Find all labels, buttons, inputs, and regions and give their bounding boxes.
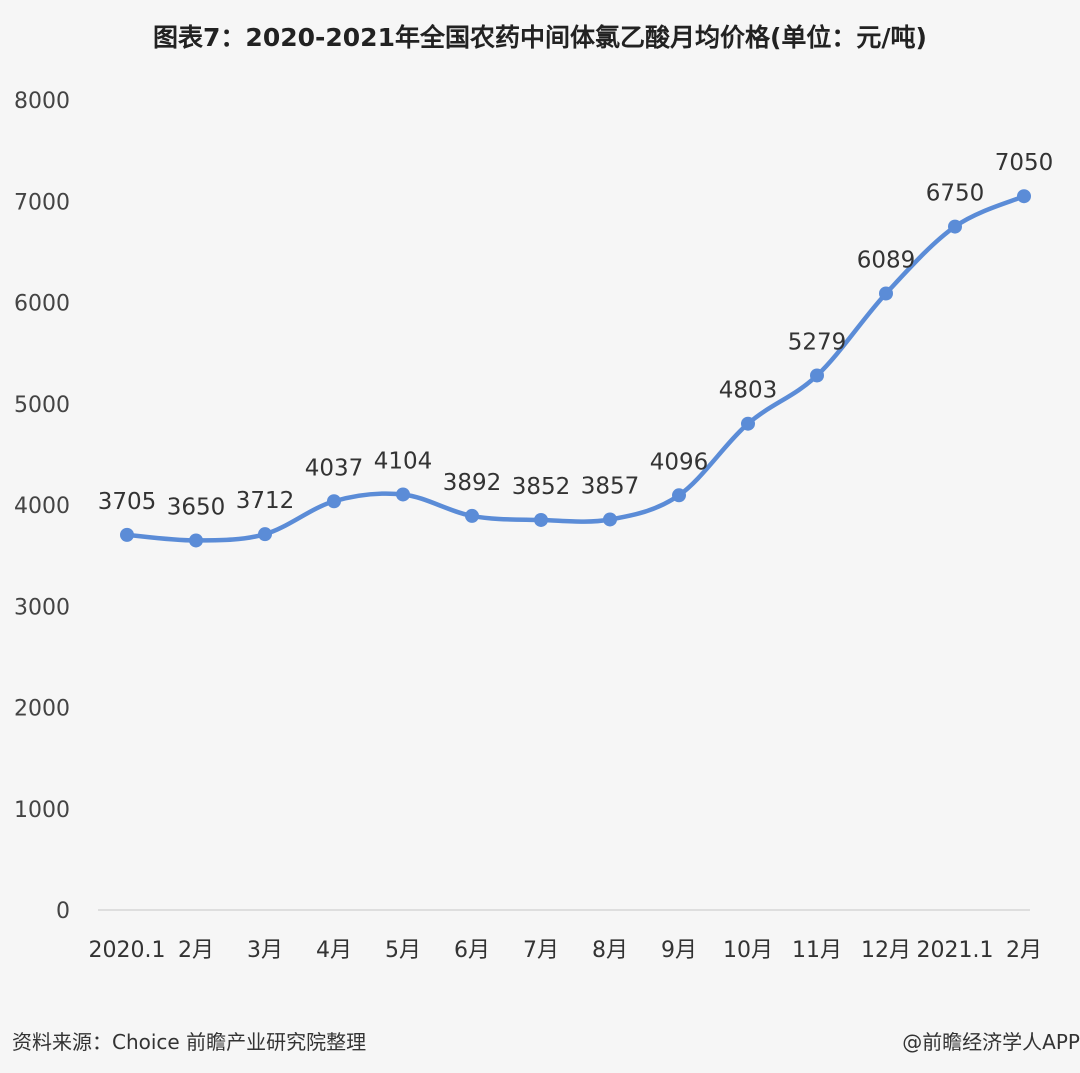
data-point: [258, 527, 272, 542]
data-point: [879, 286, 893, 301]
credit-note: @前瞻经济学人APP: [902, 1030, 1080, 1054]
x-tick-label: 3月: [247, 938, 283, 963]
source-note: 资料来源：Choice 前瞻产业研究院整理: [12, 1030, 367, 1054]
y-tick-label: 3000: [14, 595, 70, 620]
chart-title: 图表7：2020-2021年全国农药中间体氯乙酸月均价格(单位：元/吨): [153, 23, 927, 52]
x-tick-label: 12月: [861, 938, 911, 963]
data-point: [672, 488, 686, 503]
data-point: [465, 508, 479, 523]
y-tick-label: 1000: [14, 798, 70, 823]
x-tick-label: 10月: [723, 938, 773, 963]
y-tick-label: 5000: [14, 393, 70, 418]
y-tick-label: 4000: [14, 494, 70, 519]
line-chart: 0 1000 2000 3000 4000 5000 6000 7000 8000 2020.1 2…: [14, 89, 1054, 963]
data-label: 3705: [98, 489, 157, 515]
data-point: [948, 219, 962, 234]
data-label: 4096: [650, 449, 709, 475]
data-label: 4037: [305, 455, 364, 481]
data-point: [396, 487, 410, 502]
data-point: [120, 527, 134, 542]
data-point: [327, 494, 341, 509]
data-label: 5279: [788, 330, 847, 356]
data-label: 6750: [926, 181, 985, 207]
data-point: [189, 533, 203, 548]
x-tick-label: 5月: [385, 938, 421, 963]
data-label: 7050: [995, 150, 1054, 176]
x-tick-label: 7月: [523, 938, 559, 963]
y-tick-label: 0: [56, 899, 70, 924]
y-tick-label: 6000: [14, 292, 70, 317]
data-label: 6089: [857, 247, 916, 273]
y-tick-label: 7000: [14, 190, 70, 215]
data-label: 3712: [236, 488, 295, 514]
y-tick-label: 2000: [14, 697, 70, 722]
data-label: 3852: [512, 474, 571, 500]
x-tick-label: 2月: [1006, 938, 1042, 963]
x-tick-label: 4月: [316, 938, 352, 963]
x-tick-label: 2021.1: [917, 938, 994, 963]
data-point: [534, 512, 548, 527]
x-tick-label: 2月: [178, 938, 214, 963]
data-point: [603, 512, 617, 527]
data-point: [810, 368, 824, 383]
data-label: 3857: [581, 473, 640, 499]
data-label: 4803: [719, 378, 778, 404]
data-label: 3650: [167, 494, 226, 520]
x-tick-label: 9月: [661, 938, 697, 963]
x-tick-label: 11月: [792, 938, 842, 963]
x-tick-label: 6月: [454, 938, 490, 963]
y-tick-label: 8000: [14, 89, 70, 114]
x-tick-label: 2020.1: [89, 938, 166, 963]
data-label: 4104: [374, 448, 433, 474]
data-label: 3892: [443, 470, 502, 496]
data-point: [1017, 189, 1031, 204]
data-point: [741, 416, 755, 431]
x-tick-label: 8月: [592, 938, 628, 963]
series-line: [126, 194, 1025, 543]
